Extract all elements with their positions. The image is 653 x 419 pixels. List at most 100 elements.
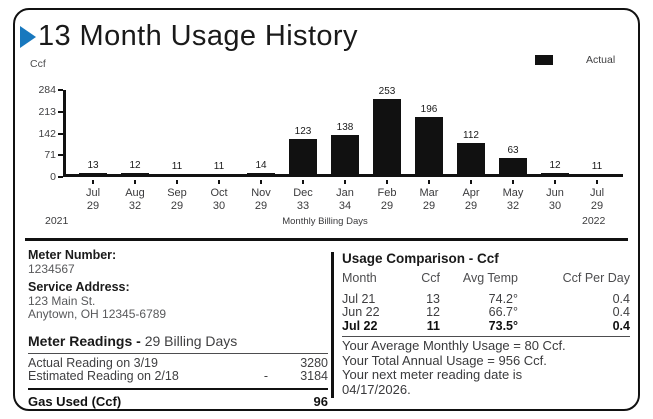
meter-number-value: 1234567 bbox=[28, 262, 75, 276]
cell-avg-temp: 74.2° bbox=[488, 291, 518, 306]
cell-ccf: 11 bbox=[426, 318, 440, 333]
x-tick-mark bbox=[134, 180, 136, 184]
usage-bar-nov-4 bbox=[247, 173, 275, 177]
legend-swatch-actual bbox=[535, 55, 553, 65]
meter-readings-label: Meter Readings - bbox=[28, 332, 141, 349]
usage-bar-jun-11 bbox=[541, 173, 569, 177]
cell-month: Jul 21 bbox=[342, 291, 376, 306]
summary-rule bbox=[342, 336, 630, 337]
y-tick-mark bbox=[58, 154, 63, 157]
x-category-label: Oct 30 bbox=[198, 187, 240, 213]
col-header-ccf-per-day: Ccf Per Day bbox=[562, 271, 630, 285]
x-tick-mark bbox=[428, 180, 430, 184]
x-axis-year-end: 2022 bbox=[582, 215, 606, 227]
usage-comparison-title: Usage Comparison - Ccf bbox=[342, 251, 499, 266]
month-label: Jan bbox=[336, 187, 354, 199]
x-category-label: Dec 33 bbox=[282, 187, 324, 213]
cell-ccf: 13 bbox=[426, 291, 440, 306]
meter-readings-heading: Meter Readings - 29 Billing Days bbox=[28, 333, 328, 349]
x-tick-mark bbox=[470, 180, 472, 184]
cell-month: Jun 22 bbox=[342, 305, 380, 319]
readings-top-rule bbox=[28, 352, 328, 354]
reading-label: Actual Reading on 3/19 bbox=[28, 355, 158, 370]
billing-days-label: 29 bbox=[86, 200, 100, 212]
reading-value: 3184 bbox=[300, 369, 328, 383]
billing-days-label: 29 bbox=[590, 200, 604, 212]
usage-bar-dec-5 bbox=[289, 139, 317, 177]
bar-chart-plot-area: 0 71 142 213 284 13 Jul 29 12 Aug 32 11 Sep 29 11 Oct 30… bbox=[38, 84, 623, 212]
month-label: Jun bbox=[546, 187, 564, 199]
billing-days-label: 34 bbox=[338, 200, 352, 212]
cell-ccf-per-day: 0.4 bbox=[612, 318, 630, 333]
month-label: Nov bbox=[251, 187, 271, 199]
y-tick-mark bbox=[58, 132, 63, 135]
x-category-label: May 32 bbox=[492, 187, 534, 213]
usage-bar-aug-1 bbox=[121, 173, 149, 177]
usage-table-row: Jul 22 11 73.5° 0.4 bbox=[342, 318, 630, 334]
page-title: 13 Month Usage History bbox=[38, 20, 358, 52]
summary-line: Your Average Monthly Usage = 80 Ccf. bbox=[342, 338, 566, 353]
cell-avg-temp: 73.5° bbox=[488, 318, 518, 333]
panel-divider-line bbox=[331, 252, 334, 398]
bar-value-label: 11 bbox=[171, 161, 183, 172]
col-header-avg-temp: Avg Temp bbox=[462, 271, 518, 285]
usage-bar-sep-2 bbox=[163, 174, 191, 177]
service-address-label: Service Address: bbox=[28, 279, 130, 294]
usage-bar-jul-0 bbox=[79, 173, 107, 177]
meter-readings-rows: Actual Reading on 3/19 3280 Estimated Read… bbox=[28, 355, 328, 384]
x-axis-label: Monthly Billing Days bbox=[282, 216, 368, 227]
reading-label: Estimated Reading on 2/18 bbox=[28, 369, 179, 383]
gas-used-value: 96 bbox=[313, 393, 328, 409]
usage-bar-feb-7 bbox=[373, 99, 401, 177]
meter-reading-row: Estimated Reading on 2/18 - 3184 bbox=[28, 369, 328, 384]
summary-line: 04/17/2026. bbox=[342, 381, 411, 397]
bar-value-label: 196 bbox=[420, 104, 438, 115]
month-label: Jul bbox=[85, 187, 101, 199]
usage-summary: Your Average Monthly Usage = 80 Ccf. Your… bbox=[342, 338, 630, 397]
x-axis-year-start: 2021 bbox=[45, 215, 69, 227]
gas-used-label: Gas Used (Ccf) bbox=[28, 393, 122, 409]
month-label: Apr bbox=[462, 187, 480, 199]
month-label: Sep bbox=[167, 187, 187, 199]
usage-table-header: Month Ccf Avg Temp Ccf Per Day bbox=[342, 271, 630, 286]
bar-value-label: 13 bbox=[87, 160, 99, 171]
usage-bar-apr-9 bbox=[457, 143, 485, 177]
y-tick-label: 213 bbox=[38, 105, 56, 118]
y-tick-label: 142 bbox=[38, 127, 56, 140]
usage-table-row: Jul 21 13 74.2° 0.4 bbox=[342, 291, 630, 307]
x-tick-mark bbox=[554, 180, 556, 184]
x-category-label: Jun 30 bbox=[534, 187, 576, 213]
month-label: Aug bbox=[125, 187, 145, 199]
cell-ccf-per-day: 0.4 bbox=[612, 291, 630, 306]
y-tick-label: 0 bbox=[50, 171, 56, 183]
service-address-line2: Anytown, OH 12345-6789 bbox=[28, 307, 167, 321]
x-tick-mark bbox=[596, 180, 598, 184]
col-header-ccf: Ccf bbox=[421, 271, 440, 285]
cell-ccf: 12 bbox=[426, 305, 440, 319]
month-label: Jul bbox=[589, 187, 605, 199]
bar-value-label: 12 bbox=[549, 160, 561, 171]
billing-days-label: 32 bbox=[128, 200, 142, 212]
billing-days-label: 29 bbox=[380, 200, 394, 212]
billing-days-label: 29 bbox=[422, 200, 436, 212]
service-address-line1: 123 Main St. bbox=[28, 293, 96, 308]
x-tick-mark bbox=[302, 180, 304, 184]
x-tick-mark bbox=[260, 180, 262, 184]
section-divider-line bbox=[25, 238, 628, 241]
x-category-label: Jan 34 bbox=[324, 187, 366, 213]
billing-days-label: 32 bbox=[506, 200, 520, 212]
summary-line: Your Total Annual Usage = 956 Ccf. bbox=[342, 352, 547, 368]
month-label: Mar bbox=[419, 187, 439, 199]
cell-avg-temp: 66.7° bbox=[488, 305, 518, 319]
billing-days-label: 33 bbox=[296, 200, 310, 212]
usage-bar-may-10 bbox=[499, 158, 527, 177]
chart-legend: Actual bbox=[535, 54, 615, 66]
x-category-label: Sep 29 bbox=[156, 187, 198, 213]
x-category-label: Aug 32 bbox=[114, 187, 156, 213]
usage-bar-mar-8 bbox=[415, 117, 443, 177]
y-tick-mark bbox=[58, 176, 63, 178]
reading-operator bbox=[249, 357, 283, 371]
billing-days-label: 30 bbox=[548, 200, 562, 212]
month-label: Feb bbox=[377, 187, 397, 199]
x-tick-mark bbox=[512, 180, 514, 184]
